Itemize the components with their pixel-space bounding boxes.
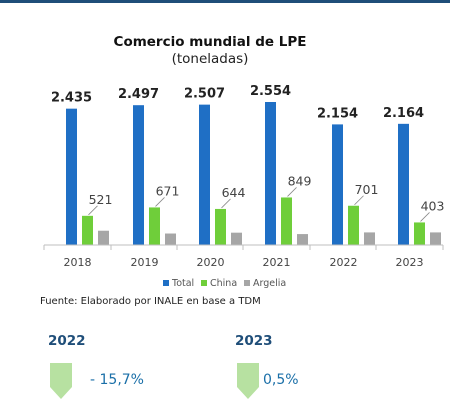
bar-argelia-2018 bbox=[98, 230, 109, 245]
leader-line-china-2018 bbox=[88, 205, 98, 216]
down-arrow-icon bbox=[50, 363, 72, 399]
x-tick-label-2022: 2022 bbox=[330, 256, 358, 269]
chart-subtitle: (toneladas) bbox=[171, 51, 249, 67]
source-note: Fuente: Elaborado por INALE en base a TD… bbox=[40, 296, 261, 307]
change-year-2023: 2023 bbox=[235, 333, 273, 349]
data-label-total-2018: 2.435 bbox=[51, 91, 92, 106]
x-tick-label-2023: 2023 bbox=[396, 256, 424, 269]
data-label-total-2023: 2.164 bbox=[383, 106, 424, 121]
data-label-china-2020: 644 bbox=[222, 185, 246, 200]
bar-total-2023 bbox=[398, 123, 409, 245]
x-tick-label-2021: 2021 bbox=[263, 256, 291, 269]
bar-argelia-2023 bbox=[430, 232, 441, 245]
data-label-china-2021: 849 bbox=[288, 173, 312, 188]
x-tick-label-2019: 2019 bbox=[131, 256, 159, 269]
bar-argelia-2022 bbox=[364, 232, 375, 245]
data-label-china-2018: 521 bbox=[89, 192, 113, 207]
bar-china-2021 bbox=[281, 197, 292, 245]
bar-argelia-2020 bbox=[231, 232, 242, 245]
legend-label-china: China bbox=[210, 278, 237, 289]
x-tick-label-2018: 2018 bbox=[64, 256, 92, 269]
bar-total-2018 bbox=[66, 108, 77, 246]
top-border-line bbox=[0, 0, 450, 3]
change-value-2023: 0,5% bbox=[263, 372, 299, 388]
bar-china-2023 bbox=[414, 222, 425, 245]
data-label-total-2019: 2.497 bbox=[118, 87, 159, 102]
bar-total-2019 bbox=[133, 105, 144, 245]
bar-argelia-2021 bbox=[297, 234, 308, 245]
chart-title: Comercio mundial de LPE bbox=[113, 34, 307, 50]
legend-label-argelia: Argelia bbox=[253, 278, 286, 289]
data-label-total-2021: 2.554 bbox=[250, 84, 291, 99]
change-value-2022: - 15,7% bbox=[90, 372, 144, 388]
bar-total-2020 bbox=[199, 104, 210, 245]
bar-china-2018 bbox=[82, 215, 93, 245]
data-label-total-2022: 2.154 bbox=[317, 106, 358, 121]
data-label-china-2019: 671 bbox=[156, 183, 180, 198]
leader-line-china-2023 bbox=[420, 212, 430, 222]
legend-swatch-china bbox=[201, 280, 207, 286]
bar-china-2019 bbox=[149, 207, 160, 245]
legend-label-total: Total bbox=[171, 278, 194, 289]
legend-swatch-argelia bbox=[244, 280, 250, 286]
down-arrow-icon bbox=[237, 363, 259, 399]
data-label-china-2023: 403 bbox=[421, 198, 445, 213]
x-tick-label-2020: 2020 bbox=[197, 256, 225, 269]
leader-line-china-2021 bbox=[287, 187, 297, 197]
leader-line-china-2020 bbox=[221, 198, 231, 209]
leader-line-china-2019 bbox=[155, 197, 165, 207]
bar-argelia-2019 bbox=[165, 233, 176, 245]
bar-total-2021 bbox=[265, 102, 276, 245]
change-year-2022: 2022 bbox=[48, 333, 86, 349]
data-label-china-2022: 701 bbox=[355, 182, 379, 197]
legend-swatch-total bbox=[163, 280, 169, 286]
bar-chart: 2.435 521 2018 2.497 671 2019 2.507 644 2020 2.55… bbox=[43, 84, 445, 289]
data-label-total-2020: 2.507 bbox=[184, 87, 225, 102]
bar-china-2022 bbox=[348, 205, 359, 245]
bar-china-2020 bbox=[215, 208, 226, 245]
bar-total-2022 bbox=[332, 124, 343, 245]
leader-line-china-2022 bbox=[354, 195, 364, 206]
